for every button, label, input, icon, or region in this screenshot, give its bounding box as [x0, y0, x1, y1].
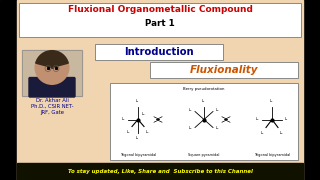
Text: $L_1$: $L_1$ — [135, 97, 140, 105]
Text: $L_3$: $L_3$ — [215, 107, 220, 114]
Text: $L_2$: $L_2$ — [269, 97, 275, 105]
Bar — [17, 0, 303, 180]
Text: Fluxionality: Fluxionality — [190, 65, 258, 75]
Text: $L_3$: $L_3$ — [141, 110, 146, 118]
Text: $L_1$: $L_1$ — [201, 97, 207, 105]
FancyBboxPatch shape — [110, 83, 298, 160]
Text: $L_4$: $L_4$ — [188, 125, 193, 132]
Text: To stay updated, Like, Share and  Subscribe to this Channel: To stay updated, Like, Share and Subscri… — [68, 169, 252, 174]
Text: $L_4$: $L_4$ — [145, 129, 150, 136]
Bar — [17, 163, 303, 180]
FancyBboxPatch shape — [19, 3, 301, 37]
Bar — [303, 0, 320, 180]
Text: Trigonal bipyramidal: Trigonal bipyramidal — [120, 153, 156, 157]
Text: $L_4$: $L_4$ — [255, 116, 260, 123]
Text: Square pyramidal: Square pyramidal — [188, 153, 220, 157]
FancyBboxPatch shape — [150, 62, 298, 78]
FancyBboxPatch shape — [95, 44, 223, 60]
FancyBboxPatch shape — [29, 78, 75, 97]
Text: $L_1$: $L_1$ — [284, 116, 289, 123]
Text: $L_3$: $L_3$ — [279, 129, 284, 137]
Bar — [22, 50, 82, 96]
Text: $L_?$: $L_?$ — [135, 134, 140, 142]
Wedge shape — [36, 51, 68, 68]
Bar — [0, 0, 17, 180]
Text: Berry pseudorotation: Berry pseudorotation — [183, 87, 225, 91]
Text: Introduction: Introduction — [124, 47, 194, 57]
Text: $L_2$: $L_2$ — [188, 107, 193, 114]
Text: $L_5$: $L_5$ — [126, 129, 131, 136]
Text: $L_5$: $L_5$ — [215, 125, 220, 132]
Text: $L_5$: $L_5$ — [260, 129, 265, 137]
Bar — [22, 50, 82, 96]
Bar — [49, 75, 55, 79]
Text: Trigonal bipyramidal: Trigonal bipyramidal — [254, 153, 290, 157]
Circle shape — [35, 51, 69, 84]
Text: $L_2$: $L_2$ — [121, 116, 126, 123]
Text: Part 1: Part 1 — [145, 19, 175, 28]
Text: Dr. Akhar Ali
Ph.D., CSIR NET-
JRF, Gate: Dr. Akhar Ali Ph.D., CSIR NET- JRF, Gate — [31, 98, 73, 115]
Text: Fluxional Organometallic Compound: Fluxional Organometallic Compound — [68, 4, 252, 14]
